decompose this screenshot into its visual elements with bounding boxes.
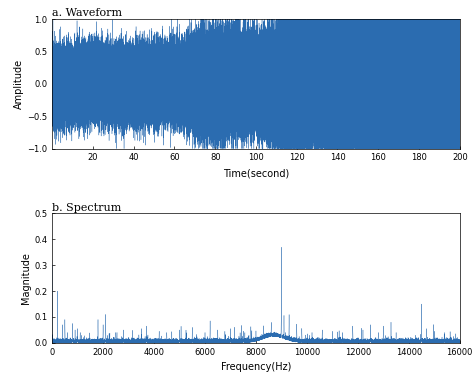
Text: a. Waveform: a. Waveform <box>52 8 122 18</box>
Y-axis label: Amplitude: Amplitude <box>14 59 24 109</box>
Text: b. Spectrum: b. Spectrum <box>52 203 121 213</box>
X-axis label: Frequency(Hz): Frequency(Hz) <box>221 362 291 372</box>
X-axis label: Time(second): Time(second) <box>223 168 289 178</box>
Y-axis label: Magnitude: Magnitude <box>21 252 31 304</box>
